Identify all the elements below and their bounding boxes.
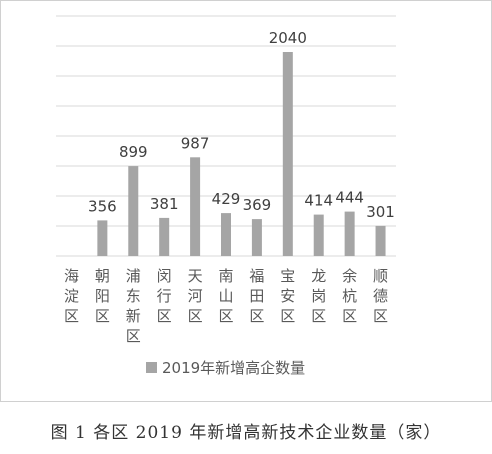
x-label-10: 余杭区 [342, 267, 357, 325]
bar-10 [344, 211, 355, 256]
data-label-10: 444 [335, 189, 364, 207]
data-label-8: 2040 [269, 29, 307, 47]
legend-swatch [146, 362, 157, 373]
data-label-9: 414 [304, 192, 333, 210]
data-label-11: 301 [366, 203, 395, 221]
data-label-5: 987 [181, 134, 210, 152]
x-label-1: 海淀区 [64, 267, 79, 325]
x-label-5: 天河区 [188, 267, 203, 325]
bar-9 [313, 214, 324, 256]
bar-6 [221, 213, 231, 256]
data-label-3: 899 [119, 143, 148, 161]
bar-7 [251, 219, 262, 256]
data-label-2: 356 [88, 197, 117, 215]
x-label-2: 朝阳区 [95, 267, 110, 325]
bar-5 [190, 157, 201, 256]
x-label-9: 龙岗区 [311, 267, 326, 325]
x-label-6: 南山区 [218, 267, 233, 325]
x-label-8: 宝安区 [280, 267, 295, 325]
legend: 2019年新增高企数量 [146, 359, 305, 377]
bar-11 [375, 225, 386, 256]
x-label-11: 顺德区 [373, 267, 388, 325]
chart-frame: 356 899 381 987 429 369 2040 414 444 301 海淀区 朝阳区 浦东… [0, 0, 492, 402]
bar-8 [282, 52, 293, 256]
data-label-7: 369 [243, 196, 272, 214]
x-label-3: 浦东新区 [126, 267, 141, 345]
bar-3 [128, 166, 139, 256]
bar-4 [159, 217, 170, 256]
bar-2 [97, 220, 108, 256]
legend-label: 2019年新增高企数量 [162, 359, 305, 377]
x-label-7: 福田区 [249, 267, 264, 325]
data-label-6: 429 [212, 190, 241, 208]
data-label-4: 381 [150, 195, 179, 213]
x-label-4: 闵行区 [157, 267, 172, 325]
bars [97, 52, 386, 256]
gridlines [56, 15, 396, 257]
figure-caption: 图 1 各区 2019 年新增高新技术企业数量（家） [50, 423, 442, 443]
